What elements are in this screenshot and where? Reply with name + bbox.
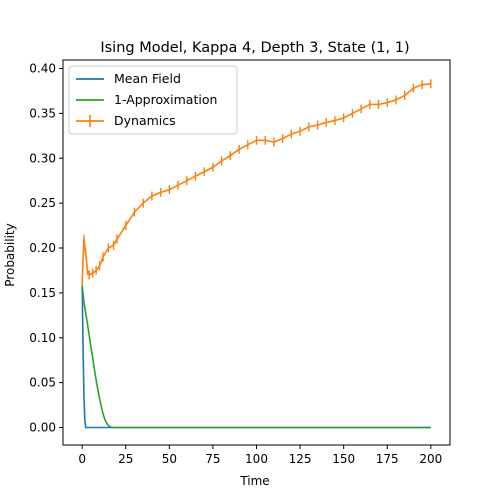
y-tick-label: 0.10 (29, 331, 56, 345)
legend-label: Mean Field (114, 71, 181, 86)
legend-label: Dynamics (114, 113, 176, 128)
x-tick-label: 200 (419, 452, 442, 466)
y-tick-label: 0.00 (29, 421, 56, 435)
legend-label: 1-Approximation (114, 92, 217, 107)
legend: Mean Field 1-Approximation Dynamics (68, 65, 238, 135)
y-tick-label: 0.05 (29, 376, 56, 390)
legend-box (68, 65, 238, 135)
x-tick-label: 0 (78, 452, 86, 466)
x-axis-label: Time (239, 474, 269, 488)
series-mean-field (81, 285, 431, 429)
x-tick-label: 175 (376, 452, 399, 466)
legend-item: Mean Field (76, 71, 181, 86)
y-axis: 0.00 0.05 0.10 0.15 0.20 0.25 0.30 0.35 0.40 (29, 62, 63, 435)
y-tick-label: 0.35 (29, 106, 56, 120)
series-dynamics (81, 79, 432, 289)
y-tick-label: 0.25 (29, 196, 56, 210)
series-line (81, 285, 431, 429)
y-tick-label: 0.40 (29, 62, 56, 76)
x-tick-label: 50 (162, 452, 177, 466)
x-tick-label: 125 (289, 452, 312, 466)
x-tick-label: 100 (245, 452, 268, 466)
y-tick-label: 0.20 (29, 241, 56, 255)
legend-item: Dynamics (76, 113, 176, 128)
y-tick-label: 0.15 (29, 286, 56, 300)
axes-frame (62, 59, 451, 446)
x-axis: 0 25 50 75 100 125 150 175 200 (78, 445, 442, 466)
chart-title: Ising Model, Kappa 4, Depth 3, State (1,… (100, 40, 409, 56)
series-line (81, 285, 431, 429)
plot-area (81, 79, 432, 429)
y-tick-label: 0.30 (29, 151, 56, 165)
x-tick-label: 150 (332, 452, 355, 466)
series-1-approximation (81, 285, 431, 429)
y-axis-label: Probability (3, 223, 17, 286)
legend-item: 1-Approximation (76, 92, 217, 107)
x-tick-label: 75 (205, 452, 220, 466)
x-tick-label: 25 (118, 452, 133, 466)
